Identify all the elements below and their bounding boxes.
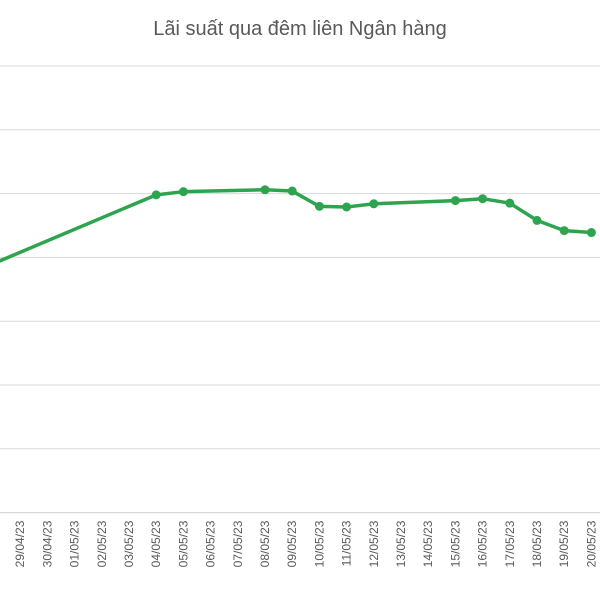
x-tick-label: 19/05/23 [557, 520, 571, 567]
x-tick-label: 30/04/23 [40, 520, 54, 567]
x-tick-label: 13/05/23 [394, 520, 408, 567]
x-tick-label: 01/05/23 [68, 520, 82, 567]
x-tick-label: 09/05/23 [285, 520, 299, 567]
data-point [478, 194, 488, 204]
x-tick-label: 06/05/23 [204, 520, 218, 567]
data-point [178, 187, 188, 197]
x-tick-label: 03/05/23 [122, 520, 136, 567]
x-tick-label: 08/05/23 [258, 520, 272, 567]
x-tick-label: 05/05/23 [176, 520, 190, 567]
series-line [0, 188, 592, 263]
data-point [260, 185, 270, 195]
x-tick-label: 29/04/23 [13, 520, 27, 567]
data-point [586, 228, 596, 238]
x-tick-label: 04/05/23 [149, 520, 163, 567]
x-tick-label: 17/05/23 [503, 520, 517, 567]
x-tick-label: 14/05/23 [421, 520, 435, 567]
data-point [287, 186, 297, 196]
x-tick-label: 10/05/23 [312, 520, 326, 567]
gridlines [0, 65, 600, 514]
data-point [559, 226, 569, 236]
x-tick-label: 18/05/23 [530, 520, 544, 567]
data-point [369, 199, 379, 209]
x-tick-label: 12/05/23 [367, 520, 381, 567]
x-tick-label: 16/05/23 [476, 520, 490, 567]
data-point [151, 190, 161, 200]
x-tick-label: 07/05/23 [231, 520, 245, 567]
chart-title: Lãi suất qua đêm liên Ngân hàng [153, 18, 447, 40]
data-points-layer [151, 185, 596, 238]
series-line-layer [0, 188, 592, 263]
x-tick-label: 11/05/23 [340, 520, 354, 566]
data-point [342, 202, 352, 212]
x-tick-label: 02/05/23 [95, 520, 109, 567]
data-point [314, 201, 324, 211]
data-point [450, 196, 460, 206]
x-axis-tick-labels: 28/04/2329/04/2330/04/2301/05/2302/05/23… [13, 520, 598, 567]
x-tick-label: 15/05/23 [448, 520, 462, 567]
x-tick-label: 20/05/23 [584, 520, 598, 567]
data-point [505, 198, 515, 208]
data-point [532, 215, 542, 225]
